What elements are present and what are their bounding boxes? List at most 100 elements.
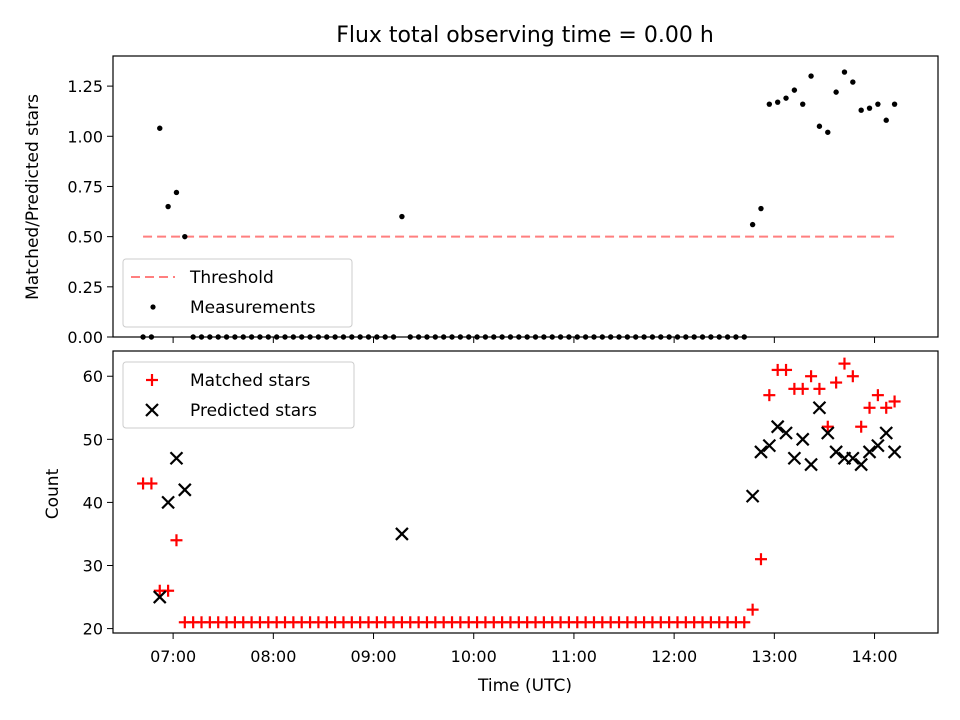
matched-star-marker — [830, 376, 843, 389]
legend-matched-label: Matched stars — [190, 371, 310, 391]
count-y-tick-label: 30 — [83, 556, 103, 575]
count-y-tick-label: 60 — [83, 367, 103, 386]
predicted-star-marker — [169, 451, 184, 466]
matched-star-marker — [162, 584, 175, 597]
predicted-star-marker — [820, 426, 835, 440]
matched-star-marker — [846, 370, 859, 383]
predicted-star-marker — [161, 495, 175, 510]
count-x-tick-label: 08:00 — [250, 647, 296, 666]
matched-star-marker — [838, 357, 851, 370]
legend-measurements-swatch — [150, 304, 156, 310]
ratio-y-tick-label: 0.25 — [67, 278, 103, 297]
measurement-point — [749, 221, 756, 228]
predicted-star-marker — [745, 489, 760, 503]
legend-threshold-label: Threshold — [189, 268, 274, 288]
matched-star-marker — [888, 395, 901, 408]
legend-measurements-label: Measurements — [190, 298, 316, 318]
measurement-point — [883, 117, 889, 123]
count-plot-frame — [112, 350, 939, 634]
legend-matched-swatch — [146, 374, 158, 386]
measurement-point — [399, 213, 405, 220]
predicted-star-marker — [152, 590, 167, 604]
matched-star-marker — [855, 420, 868, 433]
matched-star-marker — [880, 401, 893, 414]
legend-predicted-label: Predicted stars — [190, 401, 317, 421]
legend-predicted-swatch — [145, 403, 159, 417]
matched-star-marker — [805, 370, 818, 383]
ratio-panel: 0.00 0.25 0.50 0.75 1.00 1.25 Matched/Predict… — [23, 55, 939, 347]
count-x-tick-label: 10:00 — [451, 647, 497, 666]
measurement-point — [800, 101, 806, 107]
matched-star-marker — [780, 363, 793, 376]
predicted-star-marker — [754, 445, 768, 459]
predicted-star-marker — [862, 445, 877, 459]
matched-star-marker — [863, 401, 876, 414]
measurement-point — [816, 123, 823, 129]
predicted-star-marker — [887, 445, 902, 459]
predicted-star-marker — [395, 527, 409, 541]
predicted-star-marker — [871, 438, 885, 453]
predicted-star-marker — [804, 457, 818, 472]
measurement-point — [833, 89, 839, 95]
count-y-tick-label: 40 — [83, 493, 103, 512]
predicted-star-marker — [178, 483, 192, 497]
count-x-tick-label: 07:00 — [150, 647, 196, 666]
predicted-star-marker — [846, 451, 860, 466]
measurement-point — [891, 101, 898, 107]
count-y-axis-label: Count — [43, 468, 63, 519]
matched-star-marker — [821, 420, 834, 433]
measurement-point — [766, 101, 773, 107]
measurement-point — [758, 205, 764, 212]
ratio-y-tick-label: 0.50 — [67, 228, 103, 247]
matched-star-marker — [754, 553, 767, 566]
matched-star-marker — [871, 389, 884, 402]
matched-star-marker — [763, 389, 776, 402]
ratio-y-axis-label: Matched/Predicted stars — [23, 94, 43, 300]
measurement-point — [841, 69, 848, 75]
ratio-y-tick-label: 1.25 — [67, 77, 103, 96]
measurement-point — [858, 107, 864, 113]
measurement-point — [157, 125, 163, 131]
count-x-tick-label: 13:00 — [751, 647, 797, 666]
matched-star-marker — [145, 477, 158, 490]
count-legend-box — [122, 361, 355, 429]
ratio-plot-frame — [112, 55, 939, 338]
count-panel: 07:00 08:00 09:00 10:00 11:00 12:00 13:00 14:00… — [43, 350, 939, 696]
count-legend: Matched stars Predicted stars — [122, 361, 355, 429]
measurement-point — [791, 87, 798, 93]
count-tick-layer: 07:00 08:00 09:00 10:00 11:00 12:00 13:00 14:00… — [83, 367, 898, 666]
count-x-axis-label: Time (UTC) — [477, 676, 572, 696]
predicted-star-marker — [762, 438, 777, 453]
count-y-tick-label: 20 — [83, 620, 103, 639]
measurement-point — [173, 189, 180, 196]
ratio-y-tick-label: 0.75 — [67, 177, 103, 196]
measurement-point — [866, 105, 873, 111]
measurement-point — [165, 203, 171, 210]
matched-star-marker — [813, 382, 826, 395]
predicted-star-marker — [812, 401, 827, 415]
count-x-tick-label: 09:00 — [350, 647, 396, 666]
measurement-point — [182, 233, 188, 240]
predicted-star-marker — [879, 426, 894, 440]
measurement-point — [825, 129, 831, 135]
count-x-tick-label: 12:00 — [651, 647, 697, 666]
predicted-star-marker — [795, 432, 810, 447]
measurement-point — [783, 95, 789, 101]
predicted-star-marker — [770, 419, 785, 434]
predicted-star-marker — [854, 457, 868, 472]
matched-star-marker — [170, 534, 183, 547]
matched-star-marker — [738, 616, 751, 629]
count-y-tick-label: 50 — [83, 430, 103, 449]
figure-title: Flux total observing time = 0.00 h — [336, 23, 714, 48]
measurement-point — [850, 79, 856, 85]
measurement-point — [808, 73, 814, 79]
predicted-star-marker — [829, 445, 843, 459]
predicted-stars-points — [152, 401, 902, 604]
predicted-star-marker — [779, 426, 793, 440]
count-x-tick-label: 11:00 — [551, 647, 597, 666]
ratio-y-tick-label: 0.00 — [67, 328, 103, 347]
matched-star-marker — [746, 603, 759, 616]
measurement-point — [774, 99, 781, 105]
predicted-star-marker — [787, 451, 802, 466]
